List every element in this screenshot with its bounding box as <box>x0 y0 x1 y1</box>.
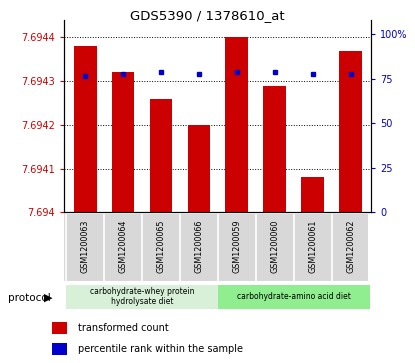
Text: carbohydrate-amino acid diet: carbohydrate-amino acid diet <box>237 292 351 301</box>
Bar <box>150 99 172 212</box>
Bar <box>264 86 286 212</box>
Text: carbohydrate-whey protein
hydrolysate diet: carbohydrate-whey protein hydrolysate di… <box>90 287 194 306</box>
Text: protocol: protocol <box>8 293 51 303</box>
Bar <box>339 50 362 212</box>
Bar <box>66 285 218 309</box>
Text: GSM1200065: GSM1200065 <box>156 220 166 273</box>
Text: percentile rank within the sample: percentile rank within the sample <box>78 344 243 354</box>
Text: GDS5390 / 1378610_at: GDS5390 / 1378610_at <box>130 9 285 22</box>
Bar <box>112 73 134 212</box>
Text: GSM1200061: GSM1200061 <box>308 220 317 273</box>
Bar <box>225 37 248 212</box>
Text: GSM1200063: GSM1200063 <box>81 220 90 273</box>
Text: transformed count: transformed count <box>78 323 169 333</box>
Text: GSM1200059: GSM1200059 <box>232 220 242 273</box>
Text: GSM1200064: GSM1200064 <box>119 220 127 273</box>
Text: GSM1200060: GSM1200060 <box>270 220 279 273</box>
Text: ▶: ▶ <box>44 293 52 303</box>
Bar <box>218 285 369 309</box>
Bar <box>301 178 324 212</box>
Text: GSM1200062: GSM1200062 <box>346 220 355 273</box>
Bar <box>74 46 97 212</box>
Bar <box>52 343 67 355</box>
Bar <box>188 125 210 212</box>
Bar <box>52 322 67 334</box>
Text: GSM1200066: GSM1200066 <box>194 220 203 273</box>
